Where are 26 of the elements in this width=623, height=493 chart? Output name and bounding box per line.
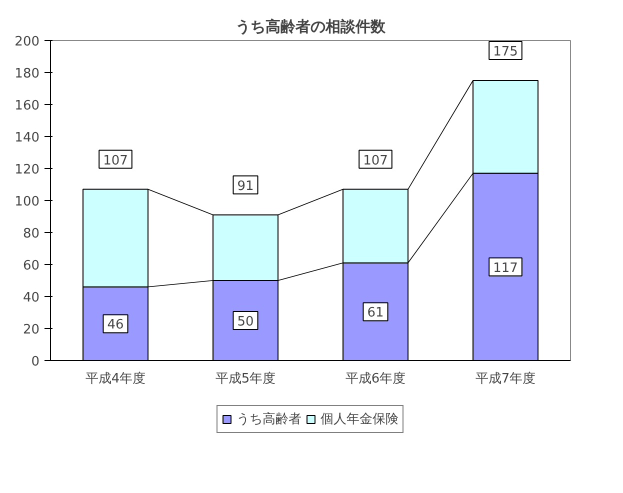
y-tick-label: 200 bbox=[14, 34, 40, 50]
x-tick-label: 平成6年度 bbox=[345, 370, 406, 386]
x-tick-label: 平成5年度 bbox=[215, 370, 276, 386]
y-tick-label: 140 bbox=[14, 130, 40, 146]
total-label: 107 bbox=[363, 153, 388, 168]
legend-label: うち高齢者 bbox=[236, 411, 302, 428]
y-tick-label: 160 bbox=[14, 98, 40, 114]
total-label: 107 bbox=[103, 153, 128, 168]
x-tick-label: 平成4年度 bbox=[85, 370, 146, 386]
data-label: 117 bbox=[493, 260, 518, 276]
total-label: 91 bbox=[237, 178, 254, 194]
legend-label: 個人年金保険 bbox=[320, 411, 398, 428]
y-tick-label: 60 bbox=[22, 258, 40, 274]
y-tick-label: 180 bbox=[14, 66, 40, 82]
y-tick-label: 100 bbox=[14, 194, 40, 210]
y-tick-label: 40 bbox=[22, 290, 40, 306]
y-tick-label: 20 bbox=[22, 322, 40, 338]
chart-title: うち高齢者の相談件数 bbox=[236, 18, 386, 36]
total-label: 175 bbox=[493, 44, 518, 60]
data-label: 50 bbox=[237, 314, 254, 330]
data-label: 46 bbox=[107, 318, 124, 333]
data-label: 61 bbox=[367, 306, 384, 321]
y-tick-label: 120 bbox=[14, 162, 40, 178]
x-tick-label: 平成7年度 bbox=[475, 370, 536, 386]
y-tick-label: 0 bbox=[31, 354, 40, 370]
y-tick-label: 80 bbox=[22, 226, 40, 242]
